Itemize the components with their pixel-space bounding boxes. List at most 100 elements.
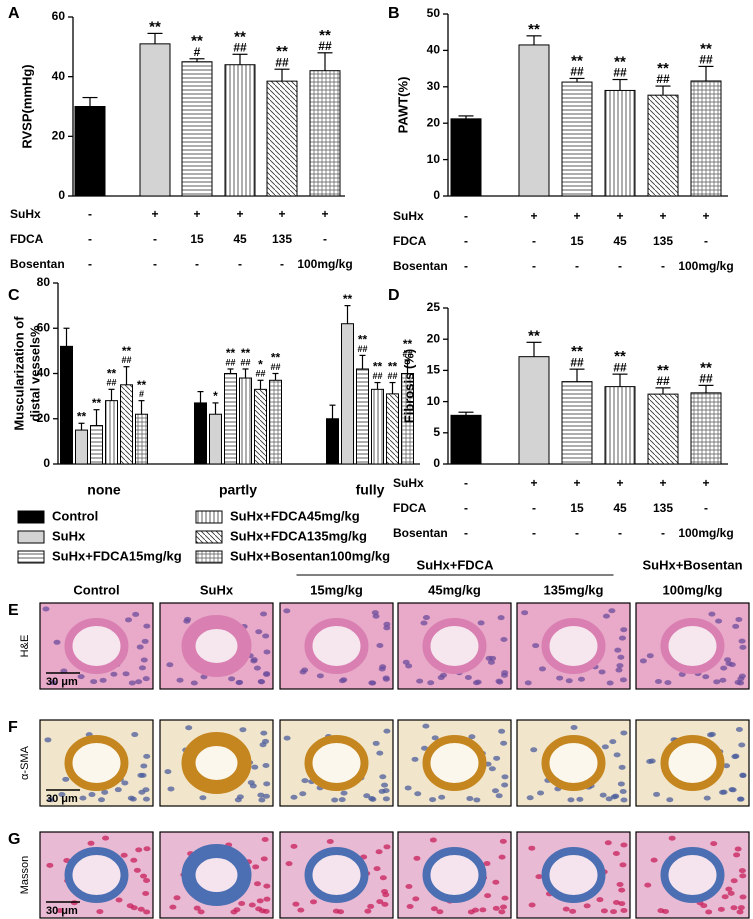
- y-tick-label: 0: [433, 456, 440, 470]
- nucleus: [501, 774, 509, 780]
- nucleus: [501, 895, 509, 901]
- nucleus: [427, 680, 435, 686]
- condition-value: +: [702, 209, 709, 223]
- condition-value: -: [532, 234, 536, 248]
- nucleus: [383, 728, 391, 734]
- nucleus: [331, 797, 339, 803]
- bar: [604, 89, 636, 197]
- nucleus: [528, 845, 536, 851]
- bar: [647, 393, 679, 465]
- condition-value: -: [195, 257, 199, 271]
- nucleus: [662, 909, 670, 915]
- nucleus: [738, 742, 746, 748]
- nucleus: [193, 905, 201, 911]
- nucleus: [528, 902, 536, 908]
- condition-value: -: [88, 232, 92, 246]
- significance-label: #: [139, 389, 144, 399]
- bar: [371, 388, 384, 465]
- nucleus: [299, 791, 307, 797]
- nucleus: [713, 679, 721, 685]
- nucleus: [99, 677, 107, 683]
- nucleus: [53, 639, 61, 645]
- nucleus: [736, 909, 744, 915]
- bar: [239, 377, 252, 465]
- nucleus: [326, 838, 334, 844]
- nucleus: [472, 680, 480, 686]
- nucleus: [376, 899, 384, 905]
- nucleus: [583, 903, 591, 909]
- bar: [309, 70, 341, 197]
- nucleus: [472, 907, 480, 913]
- nucleus: [500, 636, 508, 642]
- nucleus: [725, 661, 733, 667]
- nucleus: [56, 908, 64, 914]
- nucleus: [371, 610, 379, 616]
- x-tick-label: fully: [356, 482, 385, 498]
- nucleus: [612, 851, 620, 857]
- condition-value: -: [661, 526, 665, 540]
- panel-label: C: [8, 287, 20, 304]
- nucleus: [142, 796, 150, 802]
- nucleus: [143, 909, 151, 915]
- vessel-wall: [64, 618, 129, 674]
- significance-label: **: [92, 396, 102, 410]
- nucleus: [258, 908, 266, 914]
- nucleus: [253, 665, 261, 671]
- nucleus: [524, 680, 532, 686]
- bar: [224, 373, 237, 465]
- nucleus: [620, 907, 628, 913]
- panel-label: D: [388, 287, 400, 304]
- legend-swatch: [17, 530, 45, 544]
- bar: [269, 379, 282, 465]
- nucleus: [735, 726, 743, 732]
- condition-value: +: [278, 207, 285, 221]
- nucleus: [562, 906, 570, 912]
- nucleus: [414, 791, 422, 797]
- nucleus: [120, 852, 128, 858]
- nucleus: [650, 857, 658, 863]
- scale-label: 30 μm: [46, 793, 78, 805]
- nucleus: [405, 884, 413, 890]
- nucleus: [436, 909, 444, 915]
- nucleus: [79, 795, 87, 801]
- significance-label: **: [528, 327, 540, 344]
- nucleus: [729, 787, 737, 793]
- significance-label: ##: [233, 40, 247, 54]
- nucleus: [143, 878, 151, 884]
- condition-value: -: [704, 501, 708, 515]
- significance-label: ##: [275, 55, 289, 69]
- nucleus: [735, 617, 743, 623]
- nucleus: [131, 732, 139, 738]
- vessel-wall: [660, 847, 725, 903]
- nucleus: [88, 792, 96, 798]
- bar: [120, 384, 133, 465]
- legend-swatch: [17, 550, 45, 564]
- nucleus: [239, 727, 247, 733]
- group-header: SuHx+FDCA: [417, 557, 495, 572]
- nucleus: [402, 659, 410, 665]
- nucleus: [49, 680, 57, 686]
- y-tick-label: 60: [52, 9, 66, 23]
- significance-label: **: [657, 60, 669, 77]
- nucleus: [479, 907, 487, 913]
- condition-value: +: [530, 209, 537, 223]
- condition-value: -: [661, 259, 665, 273]
- nucleus: [617, 781, 625, 787]
- condition-value: +: [659, 209, 666, 223]
- nucleus: [137, 772, 145, 778]
- y-tick-label: 80: [37, 275, 51, 289]
- legend-label: SuHx+FDCA135mg/kg: [230, 528, 367, 543]
- y-tick-label: 0: [43, 456, 50, 470]
- nucleus: [138, 665, 146, 671]
- condition-value: -: [238, 257, 242, 271]
- nucleus: [129, 796, 137, 802]
- significance-label: **: [191, 33, 203, 50]
- nucleus: [646, 653, 654, 659]
- nucleus: [617, 654, 625, 660]
- condition-value: 135: [653, 234, 673, 248]
- nucleus: [98, 797, 106, 803]
- bar: [75, 429, 88, 465]
- nucleus: [619, 862, 627, 868]
- significance-label: **: [77, 409, 87, 423]
- significance-label: **: [137, 378, 147, 392]
